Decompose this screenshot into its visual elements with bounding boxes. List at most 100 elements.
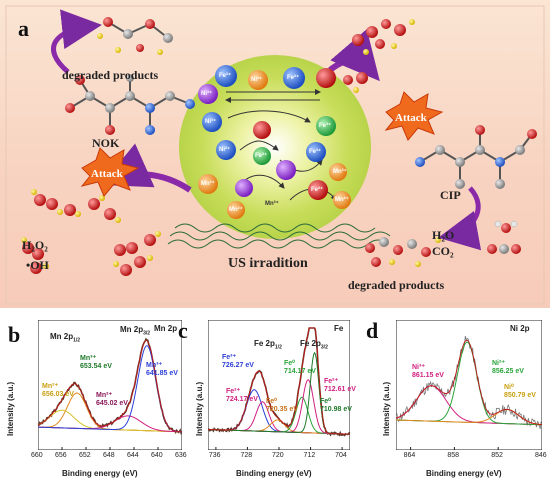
ultrasound-waves [167, 223, 391, 249]
x-tick-label: 864 [403, 452, 416, 459]
chart-c-curves [208, 327, 350, 437]
peak-label-mn2p12: Mn 2p1/2 [50, 332, 81, 344]
chart-c-xlabel: Binding energy (eV) [236, 469, 312, 478]
x-tick-label: 720 [272, 452, 284, 459]
fit-envelope-line [208, 327, 350, 435]
ion-label-ni2-b: Ni²⁺ [219, 147, 231, 153]
molecule-nok [65, 74, 195, 135]
label-nok: NOK [92, 136, 120, 150]
molecule-degraded-top-left [97, 17, 173, 55]
ion-label-fe2-a: Fe²⁺ [287, 75, 300, 81]
arrow-sphere-to-attack-right [328, 29, 380, 82]
x-tick-label: 656 [55, 452, 67, 459]
peak-label-fe2p12: Fe 2p1/2 [254, 339, 282, 351]
peak-label-mn3-641: Mn³⁺ 641.85 eV [146, 362, 178, 377]
panel-a-letter: a [18, 16, 29, 41]
molecule-h2o-icon [494, 220, 518, 233]
panel-a-frame [5, 5, 545, 305]
panel-d-letter: d [366, 318, 379, 343]
molecule-cip [415, 125, 537, 189]
chart-b-mn2p [38, 320, 182, 450]
chart-d-ni2p [396, 320, 542, 450]
peak-label-fe2-712: Fe²⁺ 712.61 eV [324, 378, 356, 393]
label-co2: CO₂ [432, 244, 454, 258]
chart-b-xlabel: Binding energy (eV) [62, 469, 138, 478]
peak-label-fe0-714: Fe⁰ 714.17 eV [284, 360, 316, 375]
peak-label-fe3-726: Fe³⁺ 726.27 eV [222, 354, 254, 369]
x-tick-label: 858 [447, 452, 460, 459]
chart-d-ticks [410, 447, 542, 450]
peak-label-fe2-724: Fe²⁺ 724.17 eV [226, 388, 258, 403]
x-tick-label: 736 [208, 452, 221, 459]
ion-label-fe3-a: Fe³⁺ [219, 73, 232, 79]
label-cip: CIP [440, 188, 461, 202]
x-tick-label: 660 [31, 452, 43, 459]
peak-label-ni3-861: Ni³⁺ 861.15 eV [412, 364, 444, 379]
ion-label-fe2-c: Fe²⁺ [311, 187, 324, 193]
chart-b-ticks [38, 447, 182, 450]
ion-label-fe3-b: Fe³⁺ [319, 123, 332, 129]
attack-burst-left [80, 147, 140, 197]
metal-ion-balls [198, 65, 351, 219]
label-us-irradiation: US irradition [228, 256, 308, 271]
x-tick-label: 640 [151, 452, 163, 459]
ion-label-ni3-b: Ni³⁺ [205, 119, 217, 125]
ion-label-mn3-a: Mn³⁺ [333, 169, 347, 175]
ion-label-mn2-b: Mn²⁺ [335, 197, 349, 203]
x-tick-label: 852 [491, 452, 503, 459]
peak-label-mn2-656: Mn²⁺ 656.03 eV [42, 383, 74, 398]
fit-envelope-line [396, 339, 542, 426]
x-tick-label: 846 [535, 452, 547, 459]
x-tick-label: 704 [335, 452, 347, 459]
peak-label-fe0-710: Fe⁰ 710.98 eV [320, 398, 352, 413]
ion-label-mn3-b: Mn³⁺ [265, 201, 279, 207]
peak-label-ni0-850: Ni⁰ 850.79 eV [504, 384, 536, 399]
chart-d-xlabel: Binding energy (eV) [426, 469, 502, 478]
peak-label-mn3-653: Mn³⁺ 653.54 eV [80, 355, 112, 370]
label-h2o: H₂O [432, 228, 455, 242]
chart-b-title: Mn 2p [154, 324, 178, 333]
arrow-nok-to-products [51, 9, 102, 74]
molecule-co2-icon [487, 244, 521, 254]
ion-label-mn2-c: Mn²⁺ [229, 207, 243, 213]
panel-a-diagram [5, 5, 545, 305]
ion-label-mn2-a: Mn²⁺ [201, 181, 215, 187]
label-degraded-products-bottom: degraded products [348, 278, 445, 292]
x-tick-label: 648 [103, 452, 115, 459]
x-tick-label: 644 [127, 452, 139, 459]
chart-c-ticks [215, 447, 343, 450]
arrow-cip-to-products [438, 186, 482, 251]
chart-b-curves [38, 337, 182, 435]
peak-label-mn2-645: Mn²⁺ 645.02 eV [96, 392, 128, 407]
chart-c-title: Fe [334, 324, 344, 333]
label-h2o2: H₂O₂ [22, 238, 48, 252]
label-attack-left: Attack [91, 168, 123, 180]
x-tick-label: 636 [175, 452, 187, 459]
label-oh-radical: •OH [26, 258, 49, 272]
ion-label-fe3-c: Fe³⁺ [309, 149, 322, 155]
x-tick-label: 728 [240, 452, 253, 459]
molecule-degraded-top-right [343, 19, 415, 93]
peak-label-mn2p32: Mn 2p3/2 [120, 325, 151, 337]
label-attack-right: Attack [395, 112, 427, 124]
peak-label-fe0-720: Fe⁰ 720.35 eV [266, 398, 298, 413]
x-tick-label: 712 [303, 452, 316, 459]
peak-label-fe2p32: Fe 2p3/2 [300, 339, 328, 351]
chart-d-curves [396, 336, 542, 430]
panel-c-letter: c [178, 318, 188, 343]
attack-burst-right [384, 91, 444, 141]
chart-d-title: Ni 2p [510, 324, 530, 333]
ion-label-fe2-b: Fe²⁺ [255, 153, 268, 159]
molecule-h2o2-cluster [21, 189, 161, 276]
chart-c-fe2p [208, 320, 350, 450]
fit-envelope-line [38, 340, 182, 433]
panel-b-letter: b [8, 322, 21, 347]
ion-label-ni2-a: Ni²⁺ [251, 77, 263, 83]
x-tick-label: 652 [79, 452, 91, 459]
ion-label-ni3-a: Ni³⁺ [201, 91, 213, 97]
molecule-degraded-bottom-right [365, 237, 441, 267]
peak-label-ni2-856: Ni²⁺ 856.25 eV [492, 360, 524, 375]
label-degraded-products-top: degraded products [62, 68, 159, 82]
reaction-sphere [179, 55, 371, 239]
